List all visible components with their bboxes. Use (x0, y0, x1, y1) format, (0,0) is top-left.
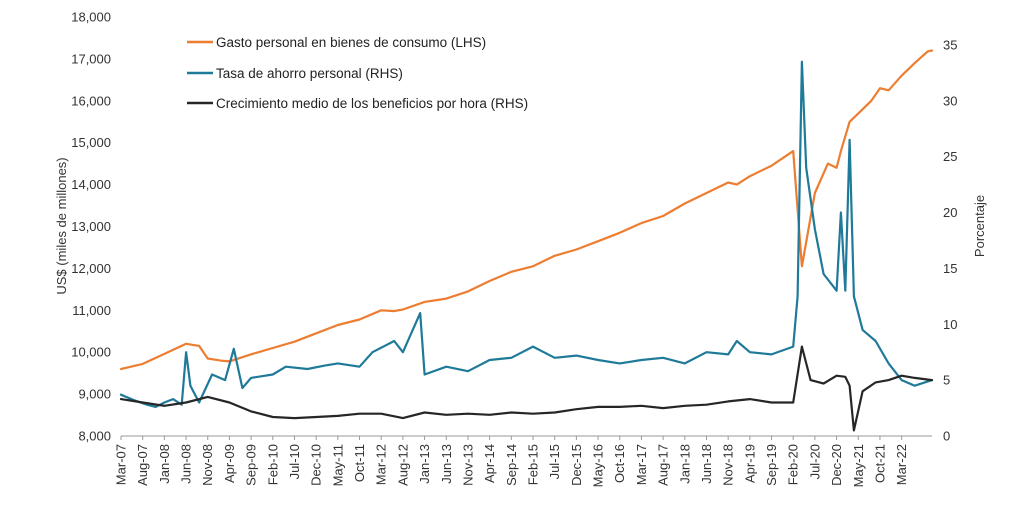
y-left-tick-label: 18,000 (71, 10, 111, 25)
y-left-tick-label: 12,000 (71, 261, 111, 276)
x-tick-label: Feb-10 (265, 444, 280, 485)
x-tick-label: Jan-13 (417, 444, 432, 484)
legend-label-savings-rate: Tasa de ahorro personal (RHS) (216, 66, 403, 81)
y-right-tick-label: 5 (943, 373, 950, 388)
x-tick-label: Apr-19 (742, 444, 757, 483)
legend: Gasto personal en bienes de consumo (LHS… (187, 35, 528, 111)
x-tick-label: Dec-15 (569, 444, 584, 486)
series-layer (119, 49, 934, 432)
axes-layer: 8,000 9,000 10,000 11,000 12,000 13,000 14,000… (54, 10, 987, 488)
y-right-tick-label: 35 (943, 37, 957, 52)
x-tick-label: Apr-09 (222, 444, 237, 483)
x-tick-label: Jun-18 (699, 444, 714, 484)
x-tick-label: Sep-09 (244, 444, 259, 486)
x-tick-label: Jan-18 (677, 444, 692, 484)
x-tick-label: Feb-20 (786, 444, 801, 485)
x-tick-label: Dec-10 (309, 444, 324, 486)
y-right-tick-label: 15 (943, 261, 957, 276)
x-tick-label: Oct-21 (872, 444, 887, 483)
x-tick-label: Oct-11 (352, 444, 367, 482)
x-tick-label: Mar-12 (374, 444, 389, 485)
x-tick-label: Mar-07 (114, 444, 129, 485)
legend-label-consumer-spending: Gasto personal en bienes de consumo (LHS… (216, 35, 486, 50)
y-right-axis-title: Porcentaje (972, 195, 987, 257)
y-left-tick-label: 10,000 (71, 345, 111, 360)
x-tick-label: Nov-08 (200, 444, 215, 486)
x-tick-label: May-21 (851, 444, 866, 487)
y-right-tick-label: 10 (943, 317, 957, 332)
x-tick-label: Dec-20 (829, 444, 844, 486)
y-left-tick-label: 8,000 (78, 429, 111, 444)
series-line-consumer-spending (119, 49, 934, 371)
y-left-tick-label: 17,000 (71, 51, 111, 66)
x-tick-label: Feb-15 (526, 444, 541, 485)
y-left-tick-label: 13,000 (71, 219, 111, 234)
legend-label-hourly-earnings-growth: Crecimiento medio de los beneficios por … (216, 96, 528, 111)
x-tick-label: Nov-18 (721, 444, 736, 486)
y-right-tick-label: 30 (943, 93, 957, 108)
x-tick-label: Sep-19 (764, 444, 779, 486)
series-line-savings-rate (119, 60, 934, 408)
y-left-tick-label: 16,000 (71, 93, 111, 108)
y-right-tick-label: 20 (943, 205, 957, 220)
y-right-tick-label: 0 (943, 429, 950, 444)
x-tick-label: Jul-15 (547, 444, 562, 479)
y-left-axis-title: US$ (miles de millones) (54, 157, 69, 294)
series-line-hourly-earnings-growth (119, 345, 934, 432)
x-tick-label: May-16 (591, 444, 606, 487)
x-tick-label: Aug-12 (395, 444, 410, 486)
x-tick-label: Jul-10 (287, 444, 302, 479)
x-tick-label: Nov-13 (460, 444, 475, 486)
x-tick-label: Jun-13 (439, 444, 454, 484)
x-tick-label: Mar-22 (894, 444, 909, 485)
y-left-tick-label: 9,000 (78, 387, 111, 402)
x-tick-label: Sep-14 (504, 444, 519, 486)
x-tick-label: May-11 (330, 444, 345, 486)
y-right-tick-label: 25 (943, 149, 957, 164)
y-left-tick-label: 11,000 (72, 303, 111, 318)
x-tick-label: Jan-08 (157, 444, 172, 484)
x-tick-label: Jun-08 (179, 444, 194, 484)
x-tick-label: Mar-17 (634, 444, 649, 485)
x-tick-label: Apr-14 (482, 444, 497, 483)
x-tick-label: Jul-20 (807, 444, 822, 479)
y-left-tick-label: 15,000 (71, 135, 111, 150)
x-tick-label: Aug-17 (656, 444, 671, 486)
x-tick-label: Aug-07 (135, 444, 150, 486)
y-left-tick-label: 14,000 (71, 177, 111, 192)
x-tick-label: Oct-16 (612, 444, 627, 483)
